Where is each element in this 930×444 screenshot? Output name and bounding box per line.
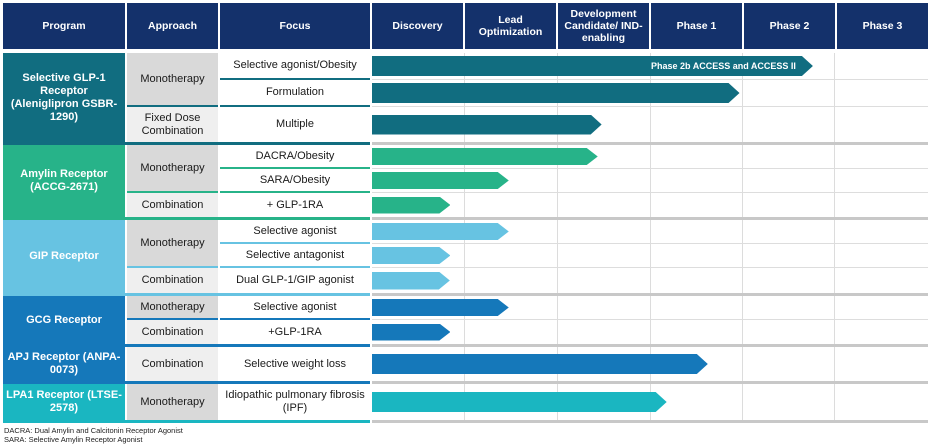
header-cell-development-candidate: Development Candidate/ IND-enabling: [558, 3, 649, 49]
stage-track: [372, 193, 928, 217]
section-divider-right: [372, 217, 928, 220]
focus-cell: Selective antagonist: [220, 244, 370, 268]
pipeline-arrow: [372, 115, 602, 135]
pipeline-body: Selective GLP-1 Receptor (Aleniglipron G…: [3, 53, 928, 423]
focus-cell: Dual GLP-1/GIP agonist: [220, 268, 370, 293]
stage-track: [372, 296, 928, 320]
footnotes: DACRA: Dual Amylin and Calcitonin Recept…: [4, 426, 928, 444]
section-divider-left: [3, 344, 370, 347]
section-divider-left: [3, 293, 370, 296]
pipeline-section: APJ Receptor (ANPA-0073) Combination Selec…: [3, 347, 928, 381]
focus-cell: Selective agonist/Obesity: [220, 53, 370, 80]
focus-cell: DACRA/Obesity: [220, 145, 370, 169]
section-divider-right: [372, 344, 928, 347]
pipeline-arrow: Phase 2b ACCESS and ACCESS II: [372, 56, 813, 76]
section-divider-left: [3, 142, 370, 145]
focus-cell: +GLP-1RA: [220, 320, 370, 344]
pipeline-header-row: Program Approach Focus Discovery Lead Op…: [3, 3, 928, 49]
approach-cell: Monotherapy: [127, 384, 218, 420]
section-divider: [3, 293, 928, 296]
approach-cell: Monotherapy: [127, 220, 218, 268]
pipeline-arrow: [372, 247, 450, 264]
approach-cell: Combination: [127, 320, 218, 344]
focus-cell: Selective agonist: [220, 220, 370, 244]
pipeline-arrow: [372, 172, 509, 189]
header-cell-discovery: Discovery: [372, 3, 463, 49]
pipeline-arrow: [372, 354, 708, 374]
focus-cell: Selective weight loss: [220, 347, 370, 381]
footnote-dacra: DACRA: Dual Amylin and Calcitonin Recept…: [4, 426, 183, 435]
pipeline-arrow: [372, 299, 509, 316]
program-cell: LPA1 Receptor (LTSE-2578): [3, 384, 125, 420]
stage-track: [372, 107, 928, 142]
program-cell: GIP Receptor: [3, 220, 125, 293]
pipeline-arrow: [372, 324, 450, 341]
approach-cell: Monotherapy: [127, 296, 218, 320]
section-divider: [3, 344, 928, 347]
header-cell-program: Program: [3, 3, 125, 49]
stage-track: [372, 347, 928, 381]
approach-cell: Combination: [127, 268, 218, 293]
program-cell: GCG Receptor: [3, 296, 125, 344]
stage-track: [372, 169, 928, 193]
section-divider: [3, 142, 928, 145]
pipeline-section: Amylin Receptor (ACCG-2671) Monotherapy Co…: [3, 145, 928, 217]
stage-track: [372, 384, 928, 420]
approach-cell: Monotherapy: [127, 145, 218, 193]
stage-track: [372, 268, 928, 293]
focus-cell: SARA/Obesity: [220, 169, 370, 193]
stage-track: [372, 244, 928, 268]
section-divider: [3, 217, 928, 220]
section-divider: [3, 420, 928, 423]
stage-track: [372, 80, 928, 107]
focus-cell: Multiple: [220, 107, 370, 142]
header-cell-phase-3: Phase 3: [837, 3, 928, 49]
focus-cell: + GLP-1RA: [220, 193, 370, 217]
program-cell: Amylin Receptor (ACCG-2671): [3, 145, 125, 217]
pipeline-section: Selective GLP-1 Receptor (Aleniglipron G…: [3, 53, 928, 142]
program-cell: Selective GLP-1 Receptor (Aleniglipron G…: [3, 53, 125, 142]
stage-track: [372, 145, 928, 169]
stage-track: [372, 320, 928, 344]
footnote-sara: SARA: Selective Amylin Receptor Agonist: [4, 435, 143, 444]
pipeline-arrow: [372, 148, 598, 165]
header-cell-phase-1: Phase 1: [651, 3, 742, 49]
pipeline-arrow: [372, 392, 667, 412]
pipeline-arrow: [372, 83, 740, 103]
section-divider-right: [372, 142, 928, 145]
pipeline-section: LPA1 Receptor (LTSE-2578) Monotherapy Idio…: [3, 384, 928, 420]
focus-cell: Selective agonist: [220, 296, 370, 320]
section-divider-right: [372, 293, 928, 296]
approach-cell: Monotherapy: [127, 53, 218, 107]
approach-cell: Combination: [127, 347, 218, 381]
focus-cell: Idiopathic pulmonary fibrosis (IPF): [220, 384, 370, 420]
pipeline-section: GCG Receptor Monotherapy Combination Select…: [3, 296, 928, 344]
stage-track: [372, 220, 928, 244]
pipeline-arrow: [372, 197, 450, 214]
section-divider: [3, 381, 928, 384]
section-divider-left: [3, 381, 370, 384]
pipeline-arrow: [372, 272, 450, 290]
approach-cell: Fixed Dose Combination: [127, 107, 218, 142]
header-cell-focus: Focus: [220, 3, 370, 49]
section-divider-right: [372, 420, 928, 423]
program-cell: APJ Receptor (ANPA-0073): [3, 347, 125, 381]
header-cell-approach: Approach: [127, 3, 218, 49]
section-divider-right: [372, 381, 928, 384]
focus-cell: Formulation: [220, 80, 370, 107]
stage-track: Phase 2b ACCESS and ACCESS II: [372, 53, 928, 80]
section-divider-left: [3, 217, 370, 220]
arrow-label: Phase 2b ACCESS and ACCESS II: [651, 61, 796, 71]
pipeline-section: GIP Receptor Monotherapy Combination Select…: [3, 220, 928, 293]
header-cell-lead-optimization: Lead Optimization: [465, 3, 556, 49]
section-divider-left: [3, 420, 370, 423]
pipeline-arrow: [372, 223, 509, 240]
header-cell-phase-2: Phase 2: [744, 3, 835, 49]
approach-cell: Combination: [127, 193, 218, 217]
